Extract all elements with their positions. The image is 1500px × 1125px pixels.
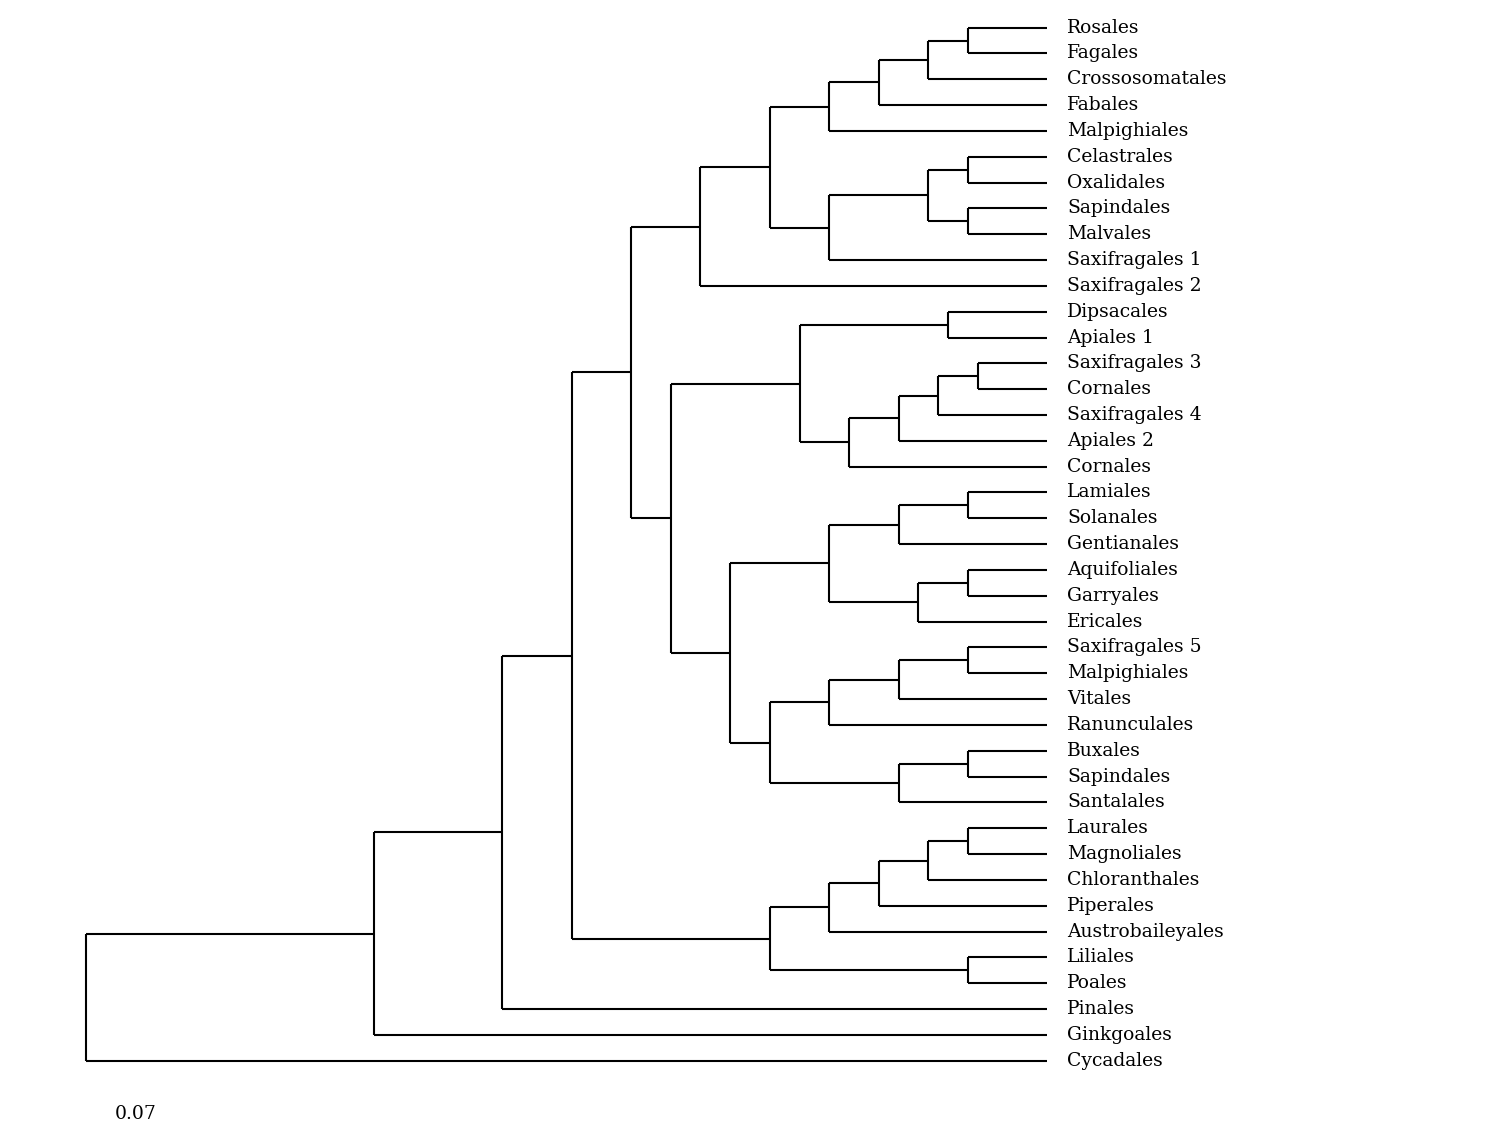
Text: Apiales 1: Apiales 1 [1066, 328, 1154, 346]
Text: Piperales: Piperales [1066, 897, 1155, 915]
Text: Sapindales: Sapindales [1066, 767, 1170, 785]
Text: Magnoliales: Magnoliales [1066, 845, 1182, 863]
Text: Liliales: Liliales [1066, 948, 1136, 966]
Text: Solanales: Solanales [1066, 510, 1158, 528]
Text: Santalales: Santalales [1066, 793, 1166, 811]
Text: Malpighiales: Malpighiales [1066, 122, 1188, 140]
Text: Laurales: Laurales [1066, 819, 1149, 837]
Text: 0.07: 0.07 [116, 1105, 156, 1123]
Text: Chloranthales: Chloranthales [1066, 871, 1200, 889]
Text: Austrobaileyales: Austrobaileyales [1066, 922, 1224, 940]
Text: Saxifragales 4: Saxifragales 4 [1066, 406, 1202, 424]
Text: Ericales: Ericales [1066, 613, 1143, 631]
Text: Apiales 2: Apiales 2 [1066, 432, 1154, 450]
Text: Poales: Poales [1066, 974, 1128, 992]
Text: Lamiales: Lamiales [1066, 484, 1152, 502]
Text: Ginkgoales: Ginkgoales [1066, 1026, 1172, 1044]
Text: Buxales: Buxales [1066, 741, 1142, 759]
Text: Malvales: Malvales [1066, 225, 1150, 243]
Text: Sapindales: Sapindales [1066, 199, 1170, 217]
Text: Saxifragales 3: Saxifragales 3 [1066, 354, 1202, 372]
Text: Saxifragales 5: Saxifragales 5 [1066, 638, 1202, 656]
Text: Pinales: Pinales [1066, 1000, 1136, 1018]
Text: Ranunculales: Ranunculales [1066, 716, 1194, 734]
Text: Cornales: Cornales [1066, 458, 1150, 476]
Text: Saxifragales 2: Saxifragales 2 [1066, 277, 1202, 295]
Text: Fabales: Fabales [1066, 96, 1140, 114]
Text: Cornales: Cornales [1066, 380, 1150, 398]
Text: Crossosomatales: Crossosomatales [1066, 70, 1227, 88]
Text: Saxifragales 1: Saxifragales 1 [1066, 251, 1202, 269]
Text: Rosales: Rosales [1066, 19, 1140, 37]
Text: Garryales: Garryales [1066, 587, 1160, 605]
Text: Dipsacales: Dipsacales [1066, 303, 1168, 321]
Text: Cycadales: Cycadales [1066, 1052, 1162, 1070]
Text: Oxalidales: Oxalidales [1066, 173, 1166, 191]
Text: Aquifoliales: Aquifoliales [1066, 561, 1178, 579]
Text: Fagales: Fagales [1066, 44, 1138, 62]
Text: Vitales: Vitales [1066, 690, 1131, 708]
Text: Malpighiales: Malpighiales [1066, 664, 1188, 682]
Text: Celastrales: Celastrales [1066, 147, 1173, 165]
Text: Gentianales: Gentianales [1066, 536, 1179, 554]
